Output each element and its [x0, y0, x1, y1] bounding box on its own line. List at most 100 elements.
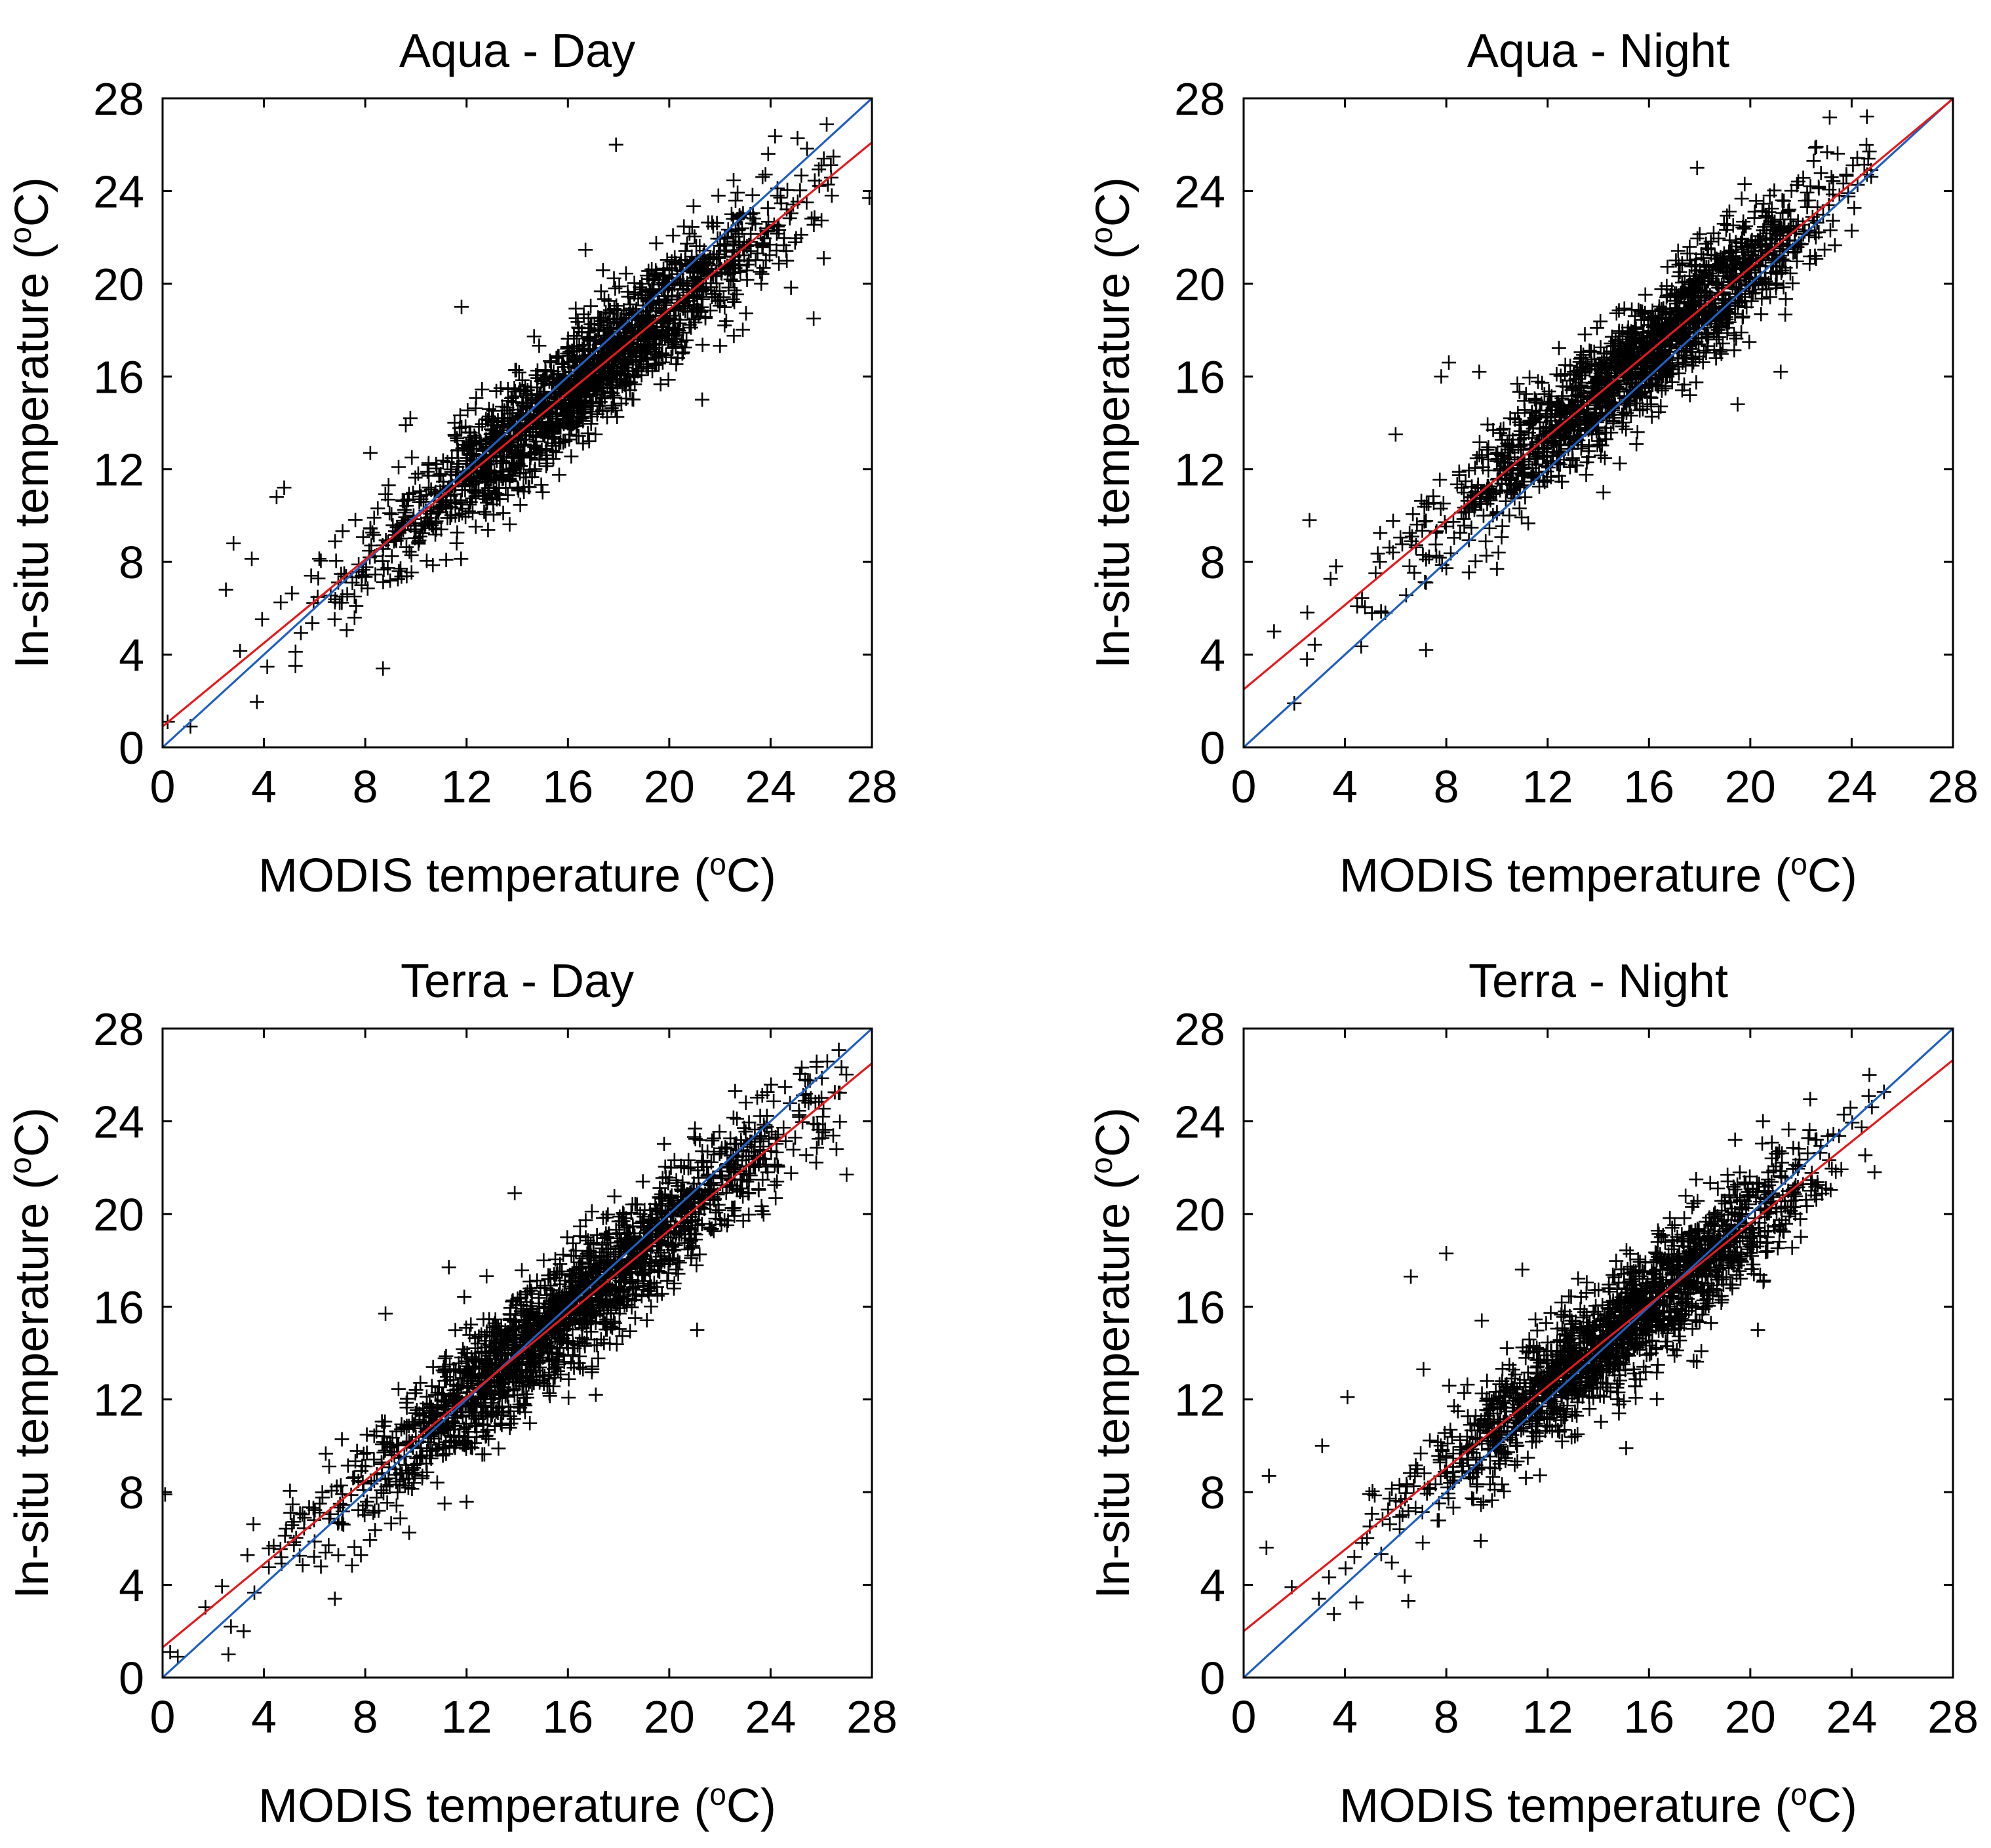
data-point: [509, 363, 524, 378]
data-point: [1756, 220, 1771, 235]
data-point: [607, 1316, 622, 1331]
data-point: [1659, 290, 1674, 305]
data-point: [454, 505, 469, 521]
data-point: [452, 421, 467, 436]
data-point: [1495, 433, 1510, 448]
data-point: [1859, 138, 1874, 153]
data-point: [608, 371, 623, 386]
data-point: [344, 1558, 359, 1573]
data-point: [657, 1137, 672, 1152]
y-tick-label: 16: [1174, 351, 1225, 403]
data-point: [561, 331, 576, 346]
data-point: [1507, 481, 1522, 496]
data-point: [688, 315, 703, 330]
data-point: [1571, 395, 1586, 410]
data-point: [347, 589, 362, 604]
data-point: [358, 570, 373, 585]
data-point: [438, 498, 453, 513]
data-point: [501, 393, 516, 408]
data-point: [608, 281, 623, 296]
data-point: [597, 344, 612, 359]
data-point: [783, 280, 798, 295]
data-point: [680, 236, 695, 251]
data-point: [1544, 389, 1559, 404]
data-point: [1682, 239, 1697, 254]
data-point: [1615, 419, 1630, 434]
data-point: [684, 1248, 699, 1263]
data-point: [542, 1388, 557, 1404]
y-tick-label: 24: [93, 166, 144, 217]
data-point: [1832, 188, 1847, 203]
data-point: [610, 303, 625, 318]
data-point: [1809, 251, 1824, 266]
data-point: [678, 243, 693, 258]
data-point: [707, 246, 722, 262]
data-point: [468, 519, 483, 534]
data-point: [546, 364, 561, 379]
data-point: [728, 229, 743, 245]
data-point: [1709, 251, 1724, 266]
data-point: [1734, 191, 1749, 206]
data-point: [1716, 264, 1731, 279]
outlier-point: [1267, 624, 1282, 639]
data-point: [1328, 559, 1343, 574]
data-point: [728, 193, 743, 208]
x-axis-label: MODIS temperature (oC): [1339, 847, 1857, 902]
data-point: [1572, 355, 1587, 370]
data-point: [1674, 275, 1689, 290]
data-point: [535, 484, 550, 500]
data-point: [345, 575, 360, 590]
data-point: [1756, 196, 1771, 211]
data-point: [1743, 275, 1758, 290]
data-point: [1686, 288, 1701, 303]
outlier-point: [695, 392, 710, 407]
data-point: [773, 190, 788, 205]
data-point: [578, 243, 593, 258]
data-point: [1660, 260, 1675, 275]
data-point: [618, 391, 633, 406]
data-point: [624, 343, 639, 358]
data-point: [708, 290, 723, 305]
data-point: [404, 547, 419, 562]
data-point: [419, 1456, 434, 1471]
data-point: [806, 217, 821, 232]
data-point: [1364, 606, 1379, 621]
data-point: [370, 501, 385, 516]
data-point: [1729, 331, 1744, 346]
data-point: [1421, 496, 1436, 511]
data-point: [382, 1478, 397, 1493]
data-point: [613, 361, 628, 376]
data-point: [561, 1371, 576, 1386]
data-point: [1472, 448, 1487, 463]
data-point: [1647, 353, 1663, 368]
x-tick-label: 28: [846, 761, 897, 812]
data-point: [1590, 321, 1605, 336]
data-point: [335, 524, 350, 539]
data-point: [1554, 400, 1569, 415]
data-point: [1735, 220, 1750, 235]
data-point: [334, 1432, 349, 1447]
data-point: [1406, 507, 1421, 522]
data-point: [1606, 414, 1621, 429]
data-point: [1653, 399, 1668, 414]
data-point: [776, 1120, 791, 1135]
data-point: [1554, 474, 1569, 489]
data-point: [285, 1518, 300, 1533]
data-point: [331, 1548, 346, 1563]
data-point: [288, 658, 303, 673]
data-point: [1701, 329, 1716, 344]
data-point: [1604, 336, 1619, 351]
data-point: [1670, 243, 1685, 258]
data-point: [437, 1496, 452, 1511]
data-point: [1479, 548, 1494, 563]
data-point: [729, 286, 744, 302]
outlier-point: [1730, 397, 1745, 412]
data-point: [656, 269, 671, 285]
data-point: [551, 467, 566, 482]
data-point: [1811, 181, 1826, 196]
data-point: [1759, 239, 1774, 254]
data-point: [532, 387, 547, 402]
data-point: [1618, 345, 1633, 361]
data-point: [246, 1516, 261, 1531]
data-point: [634, 288, 649, 303]
